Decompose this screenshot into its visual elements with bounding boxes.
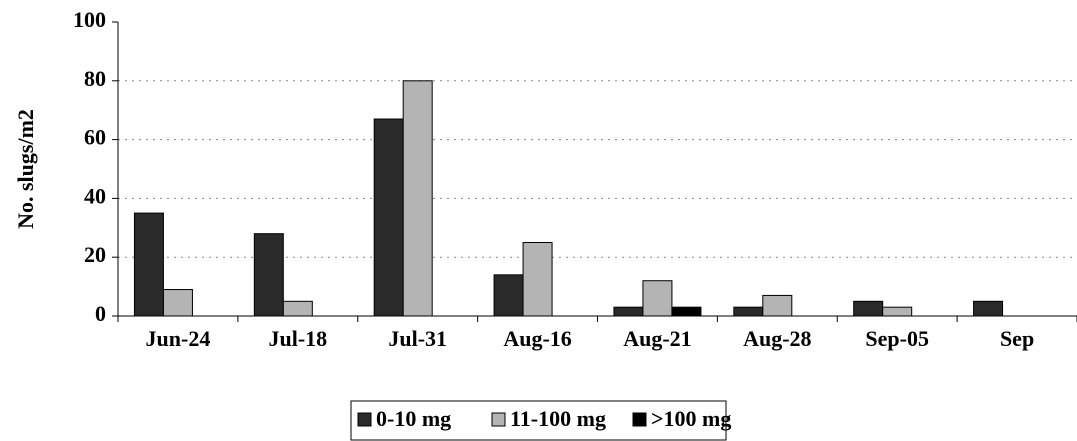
y-tick-label: 20 xyxy=(84,242,106,267)
bar xyxy=(253,233,284,317)
x-tick-label: Jun-24 xyxy=(146,326,211,351)
bar xyxy=(493,274,524,317)
legend-label: >100 mg xyxy=(651,406,731,431)
bar xyxy=(671,306,702,317)
x-tick-label: Aug-21 xyxy=(623,326,691,351)
bar xyxy=(733,306,764,317)
bar xyxy=(522,242,553,317)
legend-swatch xyxy=(357,412,372,427)
bar xyxy=(133,212,164,317)
bar xyxy=(853,300,884,317)
bar xyxy=(762,294,793,317)
legend-label: 11-100 mg xyxy=(510,406,606,431)
bar xyxy=(642,280,673,317)
x-tick-label: Sep xyxy=(1000,326,1034,351)
bar xyxy=(613,306,644,317)
x-tick-label: Aug-16 xyxy=(503,326,571,351)
y-tick-label: 40 xyxy=(84,183,106,208)
bar xyxy=(162,289,193,317)
y-tick-label: 80 xyxy=(84,66,106,91)
bar xyxy=(373,118,404,317)
legend-label: 0-10 mg xyxy=(376,406,451,431)
x-tick-label: Jul-31 xyxy=(388,326,447,351)
legend-box xyxy=(350,400,727,441)
y-tick-label: 60 xyxy=(84,125,106,150)
y-tick-label: 100 xyxy=(73,7,106,32)
x-tick-label: Sep-05 xyxy=(865,326,929,351)
bar xyxy=(402,80,433,317)
y-tick-label: 0 xyxy=(95,301,106,326)
x-tick-label: Jul-18 xyxy=(268,326,327,351)
legend-swatch xyxy=(491,412,506,427)
y-axis-label: No. slugs/m2 xyxy=(13,109,38,229)
bar xyxy=(882,306,913,317)
bar xyxy=(973,300,1004,317)
legend-swatch xyxy=(632,412,647,427)
x-tick-label: Aug-28 xyxy=(743,326,811,351)
bar xyxy=(282,300,313,317)
